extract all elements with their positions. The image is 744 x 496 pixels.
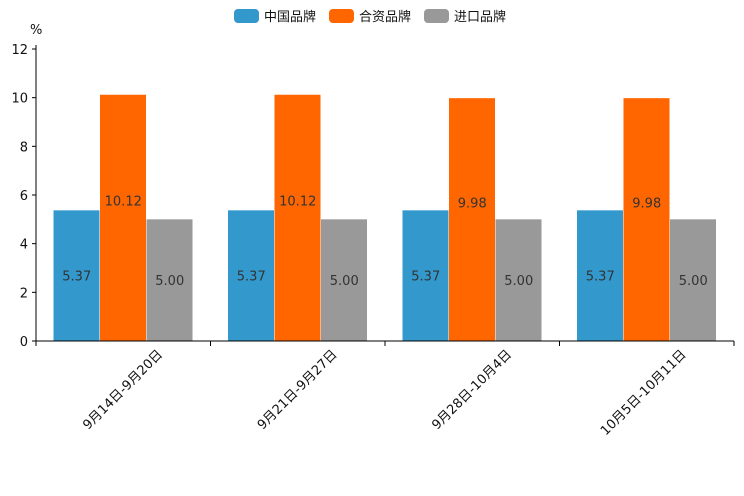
legend: 中国品牌 合资品牌 进口品牌	[234, 9, 506, 25]
bar	[146, 219, 193, 341]
data-label: 5.00	[155, 274, 184, 289]
x-category-label: 9月21日-9月27日	[255, 347, 341, 433]
legend-swatch	[234, 9, 259, 23]
legend-swatch	[424, 9, 449, 23]
bar	[402, 210, 449, 341]
data-label: 5.37	[586, 270, 615, 285]
data-label: 5.37	[237, 270, 266, 285]
bar	[274, 94, 321, 341]
y-axis: 0 2 4 6 8 10 12	[11, 43, 37, 350]
y-tick-label: 0	[20, 335, 28, 350]
y-tick-label: 8	[20, 140, 28, 155]
bars	[53, 94, 716, 341]
legend-label: 进口品牌	[454, 9, 506, 25]
data-label: 9.98	[632, 196, 661, 211]
y-tick-label: 6	[20, 189, 28, 204]
y-axis-unit-label: %	[30, 23, 42, 38]
y-tick-label: 10	[11, 92, 28, 107]
data-label: 5.00	[330, 274, 359, 289]
y-tick-label: 4	[20, 238, 28, 253]
data-labels: 5.37 5.37 5.37 5.37 10.12 10.12 9.98 9.98 5.00 5.…	[62, 195, 707, 290]
data-label: 10.12	[279, 195, 316, 210]
bar	[449, 98, 495, 341]
legend-label: 中国品牌	[264, 9, 316, 25]
x-axis: 9月14日-9月20日 9月21日-9月27日 9月28日-10月4日 10月5日-1…	[35, 340, 735, 439]
bar	[577, 210, 623, 341]
bar	[495, 219, 542, 341]
x-category-label: 9月28日-10月4日	[429, 347, 515, 433]
bar	[623, 98, 670, 341]
bar	[670, 219, 716, 341]
legend-label: 合资品牌	[359, 9, 411, 25]
data-label: 9.98	[458, 196, 487, 211]
y-tick-label: 12	[11, 43, 28, 58]
bar	[321, 219, 367, 341]
data-label: 5.37	[62, 270, 91, 285]
legend-swatch	[329, 9, 354, 23]
data-label: 5.00	[504, 274, 533, 289]
bar	[53, 210, 100, 341]
x-category-label: 9月14日-9月20日	[80, 347, 166, 433]
bar	[228, 210, 274, 341]
data-label: 5.37	[411, 270, 440, 285]
bar	[100, 94, 146, 341]
y-tick-label: 2	[20, 286, 28, 301]
data-label: 10.12	[105, 195, 142, 210]
data-label: 5.00	[679, 274, 708, 289]
x-category-label: 10月5日-10月11日	[598, 347, 690, 439]
